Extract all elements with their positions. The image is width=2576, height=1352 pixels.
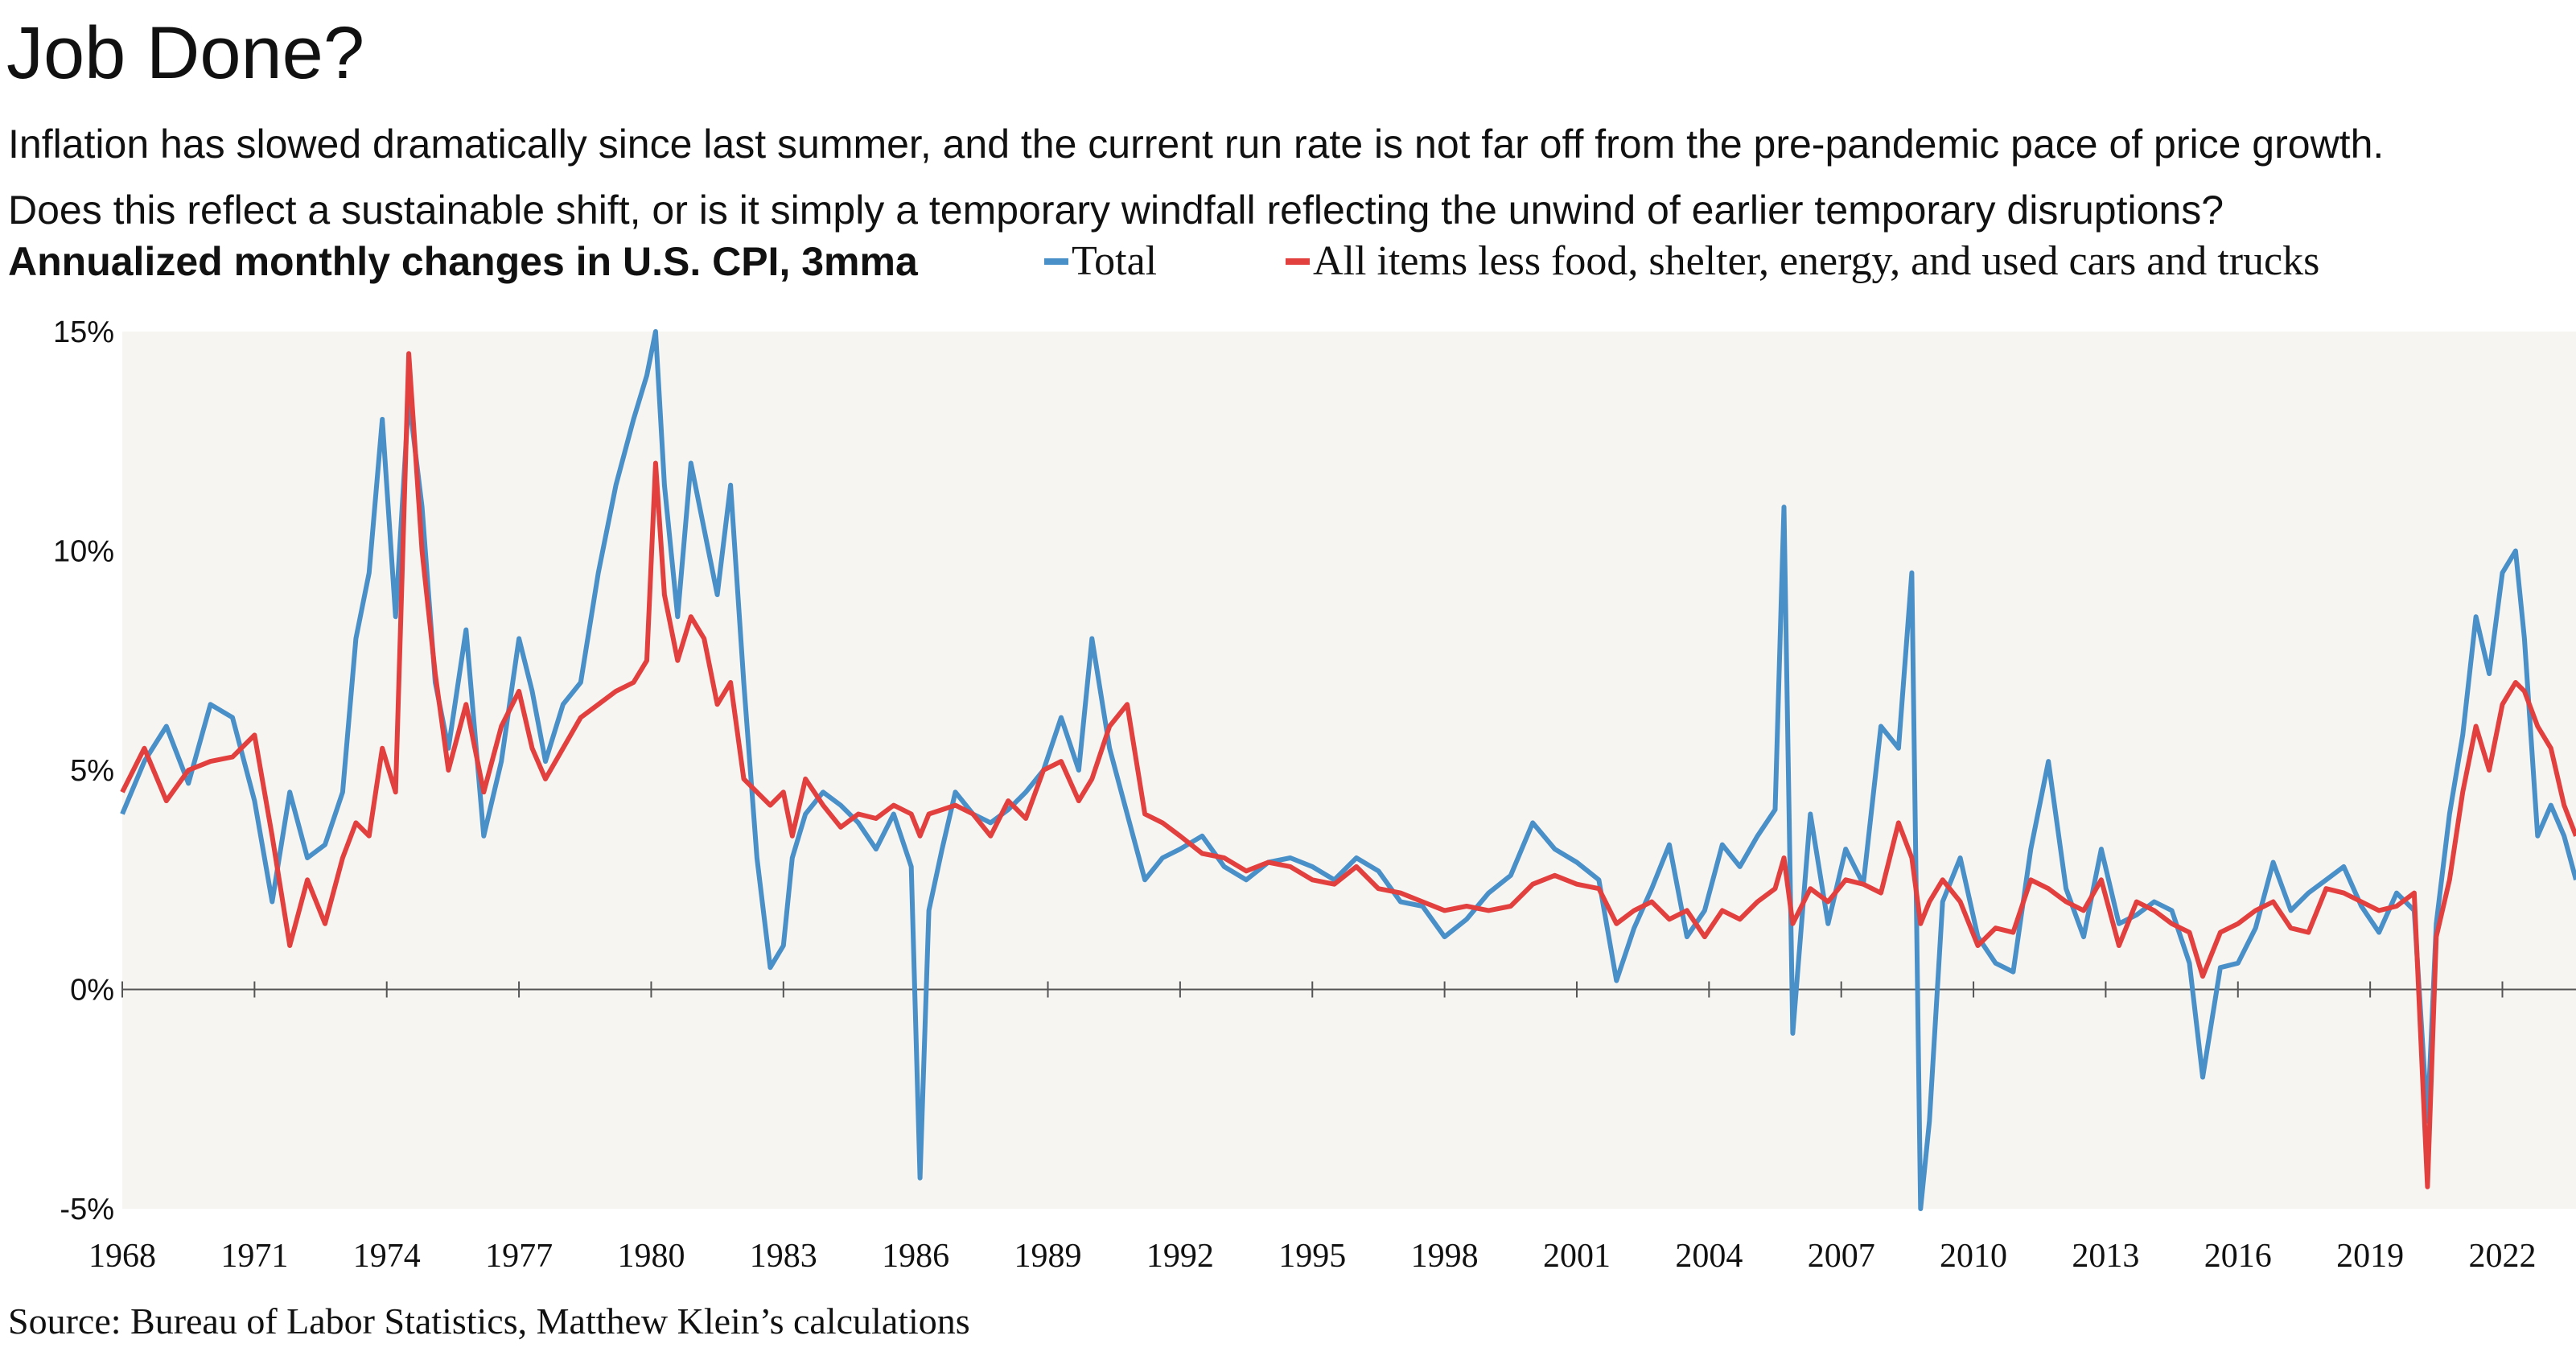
x-tick-label: 2016 bbox=[2204, 1238, 2272, 1275]
x-tick-label: 1983 bbox=[750, 1238, 817, 1275]
subtitle-line-2: Does this reflect a sustainable shift, o… bbox=[8, 188, 2224, 233]
page-title: Job Done? bbox=[6, 12, 364, 94]
x-tick-label: 1989 bbox=[1014, 1238, 1082, 1275]
plot-background bbox=[122, 332, 2576, 1209]
x-tick-label: 1968 bbox=[88, 1238, 156, 1275]
subtitle: Inflation has slowed dramatically since … bbox=[8, 111, 2566, 243]
legend-swatch-total bbox=[1044, 258, 1068, 266]
x-tick-label: 1980 bbox=[617, 1238, 685, 1275]
legend-label-core: All items less food, shelter, energy, an… bbox=[1313, 238, 2320, 284]
x-tick-label: 1998 bbox=[1411, 1238, 1479, 1275]
source-note: Source: Bureau of Labor Statistics, Matt… bbox=[8, 1300, 970, 1342]
x-tick-label: 1974 bbox=[353, 1238, 421, 1275]
legend-label-total: Total bbox=[1072, 238, 1158, 284]
line-chart: 15%10%5%0%-5% 1968 1971 1974 1977 1980 1983 19… bbox=[53, 315, 2576, 1275]
y-axis: 15% 10% 5% 0% -5% bbox=[53, 315, 114, 1226]
x-tick-label: 2013 bbox=[2072, 1238, 2139, 1275]
x-tick-label: 2004 bbox=[1675, 1238, 1743, 1275]
y-tick-label: 0% bbox=[70, 974, 114, 1008]
x-tick-label: 1995 bbox=[1278, 1238, 1346, 1275]
x-axis: 1968 1971 1974 1977 1980 1983 1986 1989 1992 1995… bbox=[88, 981, 2537, 1275]
x-tick-label: 2007 bbox=[1808, 1238, 1875, 1275]
legend-item-core: All items less food, shelter, energy, an… bbox=[1286, 237, 2319, 286]
x-tick-label: 1971 bbox=[220, 1238, 288, 1275]
x-tick-label: 1992 bbox=[1146, 1238, 1214, 1275]
legend-swatch-core bbox=[1286, 258, 1310, 266]
chart-title: Annualized monthly changes in U.S. CPI, … bbox=[8, 239, 918, 284]
legend-item-total: Total bbox=[1044, 237, 1157, 286]
series-line-core bbox=[120, 351, 2576, 1189]
x-tick-label: 2010 bbox=[1940, 1238, 2007, 1275]
x-tick-label: 1977 bbox=[485, 1238, 553, 1275]
x-tick-label: 2022 bbox=[2469, 1238, 2537, 1275]
series-line-total bbox=[120, 329, 2576, 1211]
x-tick-label: 2001 bbox=[1543, 1238, 1611, 1275]
y-tick-label: 10% bbox=[53, 535, 114, 569]
x-tick-label: 1986 bbox=[882, 1238, 949, 1275]
x-tick-label: 2019 bbox=[2336, 1238, 2404, 1275]
subtitle-line-1: Inflation has slowed dramatically since … bbox=[8, 122, 2385, 167]
y-tick-label: -5% bbox=[60, 1193, 114, 1226]
y-tick-label: 15% bbox=[53, 315, 114, 349]
y-tick-label: 5% bbox=[70, 754, 114, 788]
